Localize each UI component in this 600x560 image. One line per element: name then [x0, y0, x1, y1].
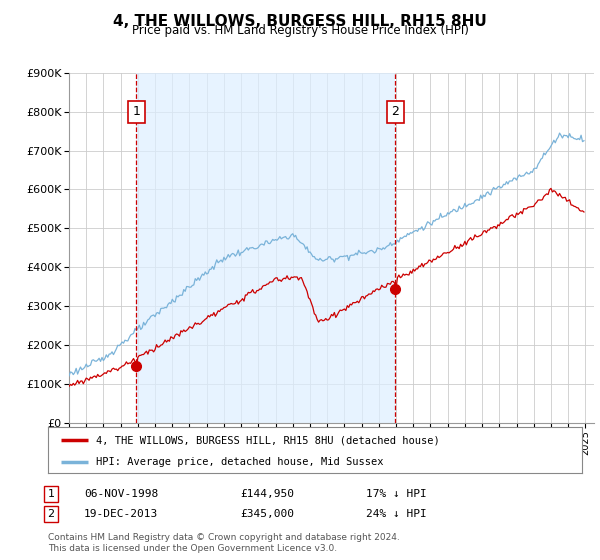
Text: Contains HM Land Registry data © Crown copyright and database right 2024.
This d: Contains HM Land Registry data © Crown c…: [48, 533, 400, 553]
Text: 17% ↓ HPI: 17% ↓ HPI: [366, 489, 427, 499]
Text: 1: 1: [47, 489, 55, 499]
Text: 2: 2: [47, 509, 55, 519]
Text: 4, THE WILLOWS, BURGESS HILL, RH15 8HU (detached house): 4, THE WILLOWS, BURGESS HILL, RH15 8HU (…: [96, 435, 440, 445]
Text: 19-DEC-2013: 19-DEC-2013: [84, 509, 158, 519]
Text: 06-NOV-1998: 06-NOV-1998: [84, 489, 158, 499]
Text: 24% ↓ HPI: 24% ↓ HPI: [366, 509, 427, 519]
Text: HPI: Average price, detached house, Mid Sussex: HPI: Average price, detached house, Mid …: [96, 457, 383, 466]
Text: 4, THE WILLOWS, BURGESS HILL, RH15 8HU: 4, THE WILLOWS, BURGESS HILL, RH15 8HU: [113, 14, 487, 29]
Text: 2: 2: [391, 105, 399, 118]
Text: 1: 1: [133, 105, 140, 118]
Text: Price paid vs. HM Land Registry's House Price Index (HPI): Price paid vs. HM Land Registry's House …: [131, 24, 469, 37]
Text: £345,000: £345,000: [240, 509, 294, 519]
Text: £144,950: £144,950: [240, 489, 294, 499]
Bar: [136, 73, 395, 423]
